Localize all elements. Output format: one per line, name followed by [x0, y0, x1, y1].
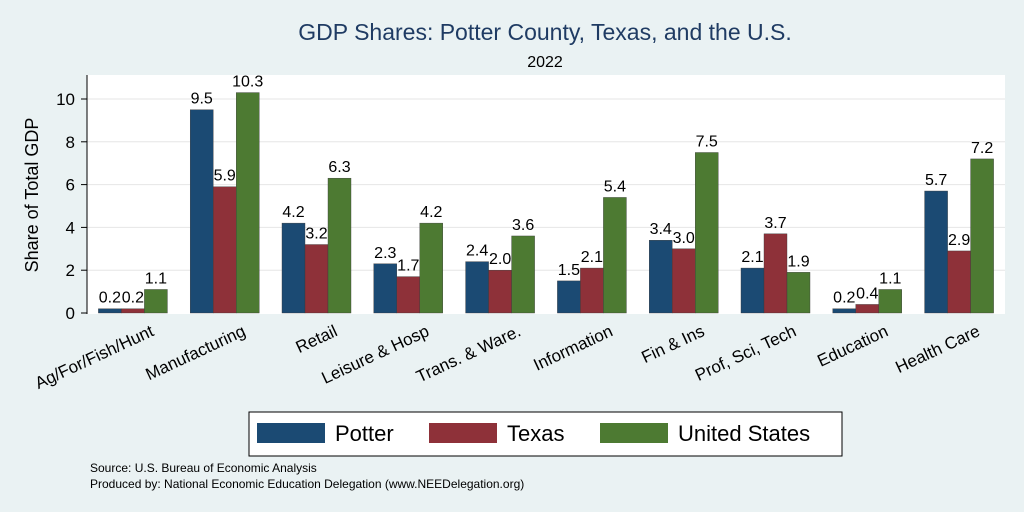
- value-label: 2.0: [489, 251, 511, 268]
- value-label: 4.2: [282, 204, 304, 221]
- bar: [695, 152, 719, 314]
- category-label: Ag/For/Fish/Hunt: [32, 321, 157, 393]
- bar: [878, 289, 902, 314]
- legend-swatch: [257, 423, 325, 443]
- value-label: 5.7: [925, 172, 947, 189]
- value-label: 1.1: [879, 270, 901, 287]
- bar: [465, 261, 489, 314]
- bars: [98, 92, 994, 314]
- bar: [603, 197, 627, 314]
- bar: [281, 222, 306, 314]
- value-label: 2.9: [948, 232, 970, 249]
- y-tick-label: 0: [66, 304, 75, 323]
- value-label: 1.1: [145, 270, 167, 287]
- bar: [970, 158, 994, 314]
- bar: [672, 248, 696, 314]
- value-label: 2.4: [466, 243, 488, 260]
- value-label: 3.7: [764, 215, 786, 232]
- legend-label: Texas: [507, 421, 564, 446]
- category-label: Fin & Ins: [639, 321, 708, 367]
- y-tick-label: 10: [56, 90, 75, 109]
- value-label: 9.5: [191, 91, 213, 108]
- category-label: Trans. & Ware.: [413, 321, 523, 386]
- bar: [144, 289, 168, 314]
- y-tick-label: 6: [66, 176, 75, 195]
- value-label: 3.0: [673, 230, 695, 247]
- y-tick-label: 4: [66, 218, 75, 237]
- bar: [924, 190, 948, 314]
- value-label: 3.6: [512, 217, 534, 234]
- chart-title: GDP Shares: Potter County, Texas, and th…: [298, 19, 791, 45]
- bar: [763, 233, 788, 314]
- bar: [557, 280, 581, 314]
- value-label: 1.7: [397, 258, 419, 275]
- bar: [580, 267, 604, 314]
- category-label: Prof, Sci, Tech: [692, 321, 799, 384]
- value-label: 2.1: [741, 249, 763, 266]
- y-tick-label: 2: [66, 261, 75, 280]
- value-label: 5.4: [604, 178, 626, 195]
- value-label: 1.9: [787, 253, 809, 270]
- value-labels: 0.2 0.21.19.55.910.34.23.26.32.31.74.22.4…: [99, 74, 994, 307]
- category-label: Manufacturing: [143, 321, 249, 384]
- bar: [121, 308, 145, 314]
- producer-note: Produced by: National Economic Education…: [90, 477, 524, 491]
- y-tick-label: 8: [66, 133, 75, 152]
- bar: [304, 244, 329, 314]
- value-label: 0.2: [122, 290, 144, 307]
- y-axis-label: Share of Total GDP: [22, 118, 42, 273]
- bar: [235, 92, 260, 314]
- bar: [189, 109, 214, 314]
- bar: [947, 250, 971, 314]
- legend-label: Potter: [335, 421, 394, 446]
- legend-swatch: [429, 423, 497, 443]
- category-label: Information: [530, 321, 615, 374]
- bar: [832, 308, 856, 314]
- value-label: 6.3: [328, 159, 350, 176]
- chart-subtitle: 2022: [527, 54, 563, 71]
- bar: [511, 235, 535, 314]
- bar: [373, 263, 397, 314]
- value-label: 3.2: [305, 226, 327, 243]
- source-note: Source: U.S. Bureau of Economic Analysis: [90, 461, 317, 475]
- bar: [98, 308, 122, 314]
- value-label: 2.1: [581, 249, 603, 266]
- legend-swatch: [600, 423, 668, 443]
- legend-label: United States: [678, 421, 810, 446]
- category-label: Retail: [293, 321, 340, 357]
- value-label: 1.5: [558, 262, 580, 279]
- value-label: 0.2: [833, 290, 855, 307]
- value-label: 4.2: [420, 204, 442, 221]
- category-label: Education: [814, 321, 891, 370]
- legend-box: [248, 411, 843, 457]
- bar: [740, 267, 765, 314]
- y-axis-ticks: 0 2 4 6 8 10: [56, 90, 87, 323]
- value-label: 2.3: [374, 245, 396, 262]
- value-label: 7.5: [696, 134, 718, 151]
- bar: [855, 304, 879, 314]
- bar: [649, 240, 673, 314]
- bar: [419, 222, 443, 314]
- bar: [786, 272, 811, 314]
- value-label: 10.3: [232, 74, 263, 91]
- legend: Potter Texas United States: [248, 411, 843, 457]
- bar: [327, 177, 352, 314]
- bar: [396, 276, 420, 314]
- category-label: Health Care: [893, 321, 983, 377]
- value-label: 7.2: [971, 140, 993, 157]
- bar: [212, 186, 237, 314]
- value-label: 0.4: [856, 285, 878, 302]
- value-label: 5.9: [214, 168, 236, 185]
- value-label: 3.4: [650, 221, 672, 238]
- value-label: 0.2: [99, 290, 121, 307]
- bar: [488, 270, 512, 314]
